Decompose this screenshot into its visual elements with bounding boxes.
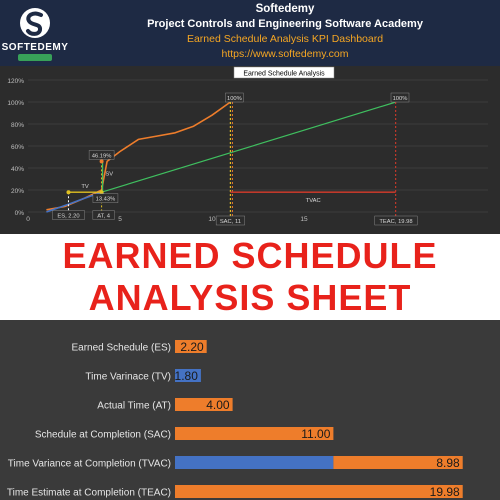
- bar-value-label: 8.98: [436, 456, 460, 470]
- y-tick-label: 40%: [11, 166, 24, 173]
- bar-orange: [333, 456, 463, 469]
- annotation-box: [374, 215, 418, 226]
- annotation-label: 100%: [393, 96, 408, 102]
- y-tick-label: 20%: [11, 188, 24, 195]
- series-forecast-line: [101, 101, 397, 193]
- dashboard-title: Earned Schedule Analysis KPI Dashboard: [186, 33, 384, 45]
- annotation-box: [215, 215, 245, 226]
- bar-value-label: 1.80: [175, 369, 199, 383]
- earned-schedule-chart: 0%20%40%60%80%100%120%05101520Earned Sch…: [0, 66, 500, 234]
- annotation-label: 13.43%: [96, 197, 116, 203]
- y-tick-label: 80%: [11, 122, 24, 129]
- y-tick-label: 100%: [7, 100, 24, 107]
- at-point: [99, 190, 104, 195]
- bar-value-label: 19.98: [430, 485, 460, 499]
- annotation-label: 100%: [227, 96, 242, 102]
- bar-value-label: 11.00: [301, 427, 330, 441]
- bar-value-label: 2.20: [180, 340, 204, 354]
- softedemy-logo: SOFTEDEMY: [2, 1, 68, 65]
- bar-category-label: Actual Time (AT): [97, 401, 171, 412]
- banner-line-2: ANALYSIS SHEET: [88, 277, 412, 318]
- bar-category-label: Earned Schedule (ES): [71, 343, 171, 354]
- annotation-label: SAC, 11: [220, 219, 241, 225]
- x-tick-label: 15: [300, 216, 308, 223]
- y-tick-label: 0%: [15, 210, 25, 217]
- bar-blue: [175, 456, 334, 469]
- annotation-box: [225, 92, 244, 103]
- annotation-label: 46.19%: [92, 153, 112, 159]
- pv-point: [99, 159, 104, 164]
- annotation-label: TV: [81, 184, 89, 190]
- bar-orange: [175, 485, 463, 498]
- x-tick-label: 10: [208, 216, 216, 223]
- bar-category-label: Time Variance at Completion (TVAC): [8, 459, 171, 470]
- annotation-label: TVAC: [306, 198, 321, 204]
- annotation-label: SV: [105, 172, 113, 178]
- bar-blue: [175, 369, 201, 382]
- annotation-box: [390, 92, 410, 103]
- kpi-bar-chart: Earned Schedule (ES) 2.20 Time Varinace (T…: [0, 320, 500, 500]
- x-tick-label: 5: [118, 216, 122, 223]
- banner-line-1: EARNED SCHEDULE: [62, 235, 438, 276]
- y-tick-label: 60%: [11, 144, 24, 151]
- annotation-box: [52, 210, 85, 220]
- annotation-label: TEAC, 19.98: [379, 219, 412, 225]
- bar-orange: [175, 427, 334, 440]
- academy-title: Project Controls and Engineering Softwar…: [147, 18, 423, 30]
- annotation-box: [88, 150, 115, 160]
- svg-text:SOFTEDEMY: SOFTEDEMY: [2, 42, 68, 53]
- x-tick-label: 0: [26, 216, 30, 223]
- chart-title: Earned Schedule Analysis: [243, 71, 325, 78]
- bar-category-label: Time Estimate at Completion (TEAC): [7, 488, 171, 499]
- bar-orange: [175, 398, 233, 411]
- annotation-label: ES, 2.20: [57, 214, 79, 220]
- es-point: [66, 190, 71, 195]
- y-tick-label: 120%: [7, 78, 24, 85]
- bar-value-label: 4.00: [206, 398, 230, 412]
- annotation-box: [92, 210, 115, 220]
- bar-category-label: Time Varinace (TV): [85, 372, 171, 383]
- annotation-box: [92, 193, 119, 203]
- series-planned-line: [46, 101, 231, 211]
- bar-orange: [175, 340, 207, 353]
- annotation-label: AT, 4: [97, 214, 111, 220]
- brand-name: Softedemy: [255, 3, 315, 15]
- bar-category-label: Schedule at Completion (SAC): [35, 430, 171, 441]
- website-url[interactable]: https://www.softedemy.com: [221, 48, 349, 60]
- header: SOFTEDEMY Softedemy Project Controls and…: [0, 0, 500, 66]
- banner: EARNED SCHEDULE ANALYSIS SHEET: [0, 234, 500, 320]
- chart-title-box: [233, 66, 335, 79]
